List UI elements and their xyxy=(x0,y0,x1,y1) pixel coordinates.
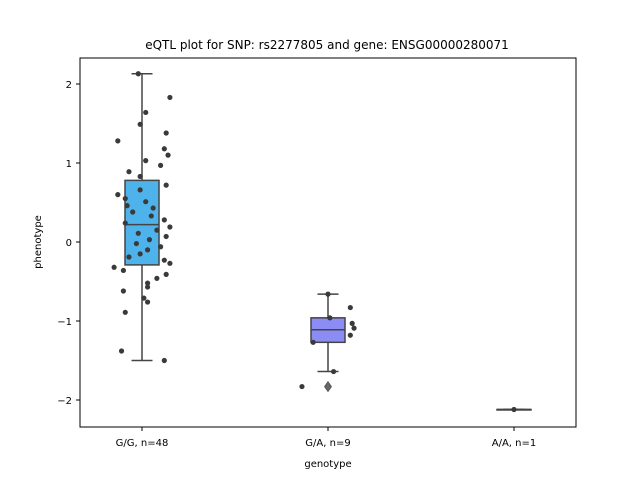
data-point xyxy=(511,406,517,413)
data-point xyxy=(135,71,141,77)
data-point xyxy=(144,299,151,305)
data-point xyxy=(137,251,143,257)
data-point xyxy=(158,244,164,250)
data-point xyxy=(144,280,151,286)
box-group xyxy=(310,293,346,393)
data-point xyxy=(115,192,121,198)
box-group xyxy=(124,72,160,362)
data-point xyxy=(349,320,355,326)
data-point xyxy=(299,383,305,390)
data-point xyxy=(143,199,149,205)
data-point xyxy=(126,169,132,175)
x-axis: G/G, n=48 G/A, n=9 A/A, n=1 xyxy=(116,427,537,449)
data-point xyxy=(167,260,173,266)
data-point xyxy=(310,339,316,345)
data-point xyxy=(154,275,160,281)
data-point xyxy=(144,284,151,290)
data-point xyxy=(111,264,117,270)
data-point xyxy=(120,288,126,294)
data-point xyxy=(161,146,167,152)
data-point xyxy=(325,291,331,297)
data-point xyxy=(141,295,147,301)
y-axis: −2 −1 0 1 2 xyxy=(57,80,80,407)
data-point xyxy=(347,332,353,338)
data-point xyxy=(130,209,136,215)
x-tick-label: G/A, n=9 xyxy=(305,438,350,449)
y-tick-label: −2 xyxy=(57,396,72,407)
data-point xyxy=(148,213,154,219)
box-iqr xyxy=(124,179,160,266)
data-point xyxy=(163,233,169,240)
y-tick-label: 0 xyxy=(66,238,72,249)
data-point xyxy=(154,227,160,233)
outlier-point xyxy=(324,380,332,393)
data-point xyxy=(146,237,153,243)
data-point xyxy=(135,230,141,236)
data-point xyxy=(158,162,164,168)
data-point xyxy=(330,368,337,375)
data-point xyxy=(167,224,173,230)
chart-title: eQTL plot for SNP: rs2277805 and gene: E… xyxy=(145,38,509,52)
data-point xyxy=(137,121,143,127)
data-point xyxy=(122,309,128,315)
data-point xyxy=(327,315,333,321)
plot-area xyxy=(111,71,532,413)
y-axis-label: phenotype xyxy=(33,215,44,269)
data-point xyxy=(163,271,169,277)
data-point xyxy=(115,138,121,144)
data-point xyxy=(137,173,143,180)
data-point xyxy=(124,203,130,209)
data-point xyxy=(122,195,128,202)
y-tick-label: 1 xyxy=(66,159,72,170)
x-tick-label: G/G, n=48 xyxy=(116,438,169,449)
data-point xyxy=(150,205,156,211)
data-point xyxy=(163,182,169,188)
data-point xyxy=(161,257,167,263)
data-point xyxy=(122,220,128,226)
x-tick-label: A/A, n=1 xyxy=(492,438,537,449)
data-point xyxy=(120,267,126,274)
y-tick-label: 2 xyxy=(66,80,72,91)
data-point xyxy=(167,94,173,101)
data-point xyxy=(161,357,167,364)
data-point xyxy=(137,187,143,193)
data-point xyxy=(163,130,169,136)
data-point xyxy=(144,247,151,253)
data-point xyxy=(118,348,125,354)
y-tick-label: −1 xyxy=(57,317,72,328)
data-point xyxy=(351,325,357,331)
data-point xyxy=(165,152,171,158)
data-point xyxy=(133,240,140,247)
data-point xyxy=(126,254,132,260)
data-point xyxy=(143,158,149,164)
x-axis-label: genotype xyxy=(304,459,351,470)
data-point xyxy=(161,217,167,223)
data-point xyxy=(347,304,353,311)
data-point xyxy=(143,109,149,116)
